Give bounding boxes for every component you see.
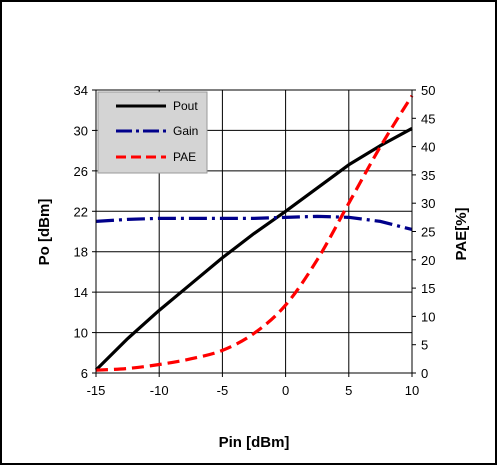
y2-tick-label: 50: [421, 83, 435, 98]
series-line-pout: [94, 127, 413, 372]
y-tick-label: 30: [74, 123, 88, 138]
y2-tick-label: 45: [421, 111, 435, 126]
y2-tick-label: 25: [421, 225, 435, 240]
y2-tick-label: 20: [421, 253, 435, 268]
legend: Pout Gain PAE: [97, 91, 208, 174]
y-tick-label: 10: [74, 326, 88, 341]
y2-tick-label: 15: [421, 281, 435, 296]
legend-gain-label: Gain: [173, 124, 198, 138]
y-tick-label: 6: [81, 366, 88, 381]
x-tick-label: -5: [217, 383, 229, 398]
y2-tick-label: 0: [421, 366, 428, 381]
y-tick-label: 26: [74, 164, 88, 179]
x-tick-label: 0: [282, 383, 289, 398]
x-axis-ticks: -15 -10 -5 0 5 10: [87, 373, 419, 398]
x-tick-label: -15: [87, 383, 106, 398]
x-tick-label: -10: [150, 383, 169, 398]
x-axis-title: Pin [dBm]: [219, 434, 290, 451]
y2-axis-title: PAE[%]: [453, 207, 470, 260]
y-axis-title: Po [dBm]: [36, 199, 53, 266]
series-group: [94, 94, 414, 372]
x-tick-label: 5: [345, 383, 352, 398]
y2-tick-label: 5: [421, 338, 428, 353]
y2-axis-ticks: 0 5 10 15 20 25 30 35 40 45 50: [412, 83, 435, 381]
y-tick-label: 22: [74, 204, 88, 219]
y2-tick-label: 10: [421, 309, 435, 324]
y2-tick-label: 35: [421, 168, 435, 183]
y-tick-label: 34: [74, 83, 88, 98]
y-tick-label: 18: [74, 245, 88, 260]
y-axis-ticks: 6 10 14 18 22 26 30 34: [74, 83, 96, 381]
x-tick-label: 10: [405, 383, 419, 398]
series-line-pae: [95, 94, 414, 372]
y-tick-label: 14: [74, 285, 88, 300]
legend-pout-label: Pout: [173, 99, 198, 113]
legend-pae-label: PAE: [173, 150, 196, 164]
y2-tick-label: 40: [421, 140, 435, 155]
y2-tick-label: 30: [421, 196, 435, 211]
series-line-gain: [95, 214, 413, 232]
